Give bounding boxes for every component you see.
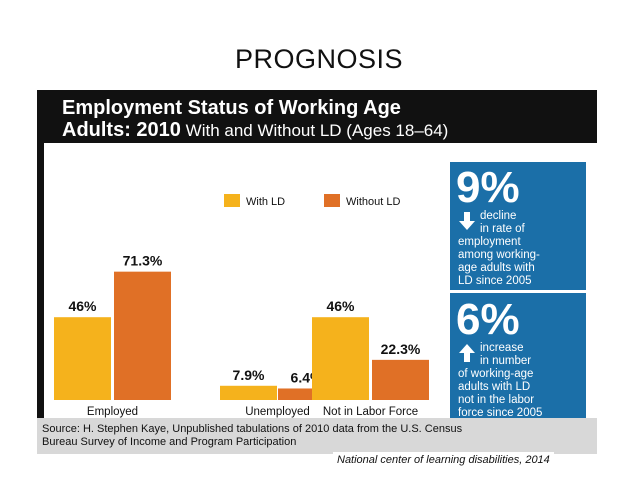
stat1-value: 9% [456, 163, 520, 212]
source-line1: Source: H. Stephen Kaye, Unpublished tab… [42, 423, 463, 435]
stat2-line: in number [480, 355, 532, 367]
stat1-line: among working- [458, 249, 540, 261]
category-label: Employed [87, 406, 138, 418]
slide-credit: National center of learning disabilities… [333, 452, 554, 469]
stat2-line: adults with LD [458, 381, 531, 393]
source-note: Source: H. Stephen Kaye, Unpublished tab… [37, 418, 597, 454]
legend-label: Without LD [346, 196, 400, 208]
bar-with-ld [220, 385, 277, 400]
source-line2: Bureau Survey of Income and Program Part… [42, 436, 297, 448]
infographic: Employment Status of Working Age Adults:… [37, 90, 597, 454]
bar-without-ld [372, 359, 429, 400]
up-arrow-icon [459, 344, 475, 362]
bar-without-ld [278, 388, 335, 400]
left-accent-bar [37, 143, 44, 418]
category-label: Not in Labor Force [323, 406, 418, 418]
slide-title: PROGNOSIS [234, 44, 404, 74]
data-label: 46% [326, 298, 355, 314]
stat1-line: age adults with [458, 262, 535, 274]
bar-with-ld [312, 317, 369, 400]
panel-divider [450, 290, 586, 293]
stat1-line: decline [480, 210, 517, 222]
stat2-value: 6% [456, 295, 520, 344]
data-label: 7.9% [233, 367, 265, 383]
source-text: Source: H. Stephen Kaye, Unpublished tab… [42, 423, 462, 449]
stat2-line: of working-age [458, 368, 534, 380]
stat1-line: employment [458, 236, 521, 248]
stat1-line: LD since 2005 [458, 275, 532, 287]
data-label: 71.3% [123, 253, 163, 269]
data-label: 46% [68, 298, 97, 314]
data-label: 22.3% [381, 341, 421, 357]
stat2-line: not in the labor [458, 394, 535, 406]
stat2-line: increase [480, 342, 524, 354]
legend-swatch [224, 194, 240, 207]
legend-label: With LD [246, 196, 285, 208]
category-label: Unemployed [245, 406, 310, 418]
chart-header: Employment Status of Working Age Adults:… [37, 90, 597, 143]
chart-subtitle: With and Without LD (Ages 18–64) [180, 121, 449, 140]
bar-with-ld [54, 317, 111, 400]
bar-without-ld [114, 271, 171, 400]
down-arrow-icon [459, 212, 475, 230]
chart-title-line1: Employment Status of Working Age [62, 97, 401, 119]
bar-chart: 46% 71.3% Employed 7.9% 6.4% Unemployed 46% 22.… [44, 143, 444, 418]
stats-panel: 9% decline in rate of employment among w… [450, 162, 586, 420]
chart-title-year: Adults: 2010 [62, 119, 181, 141]
stat1-line: in rate of [480, 223, 525, 235]
legend-swatch [324, 194, 340, 207]
chart-title-line2: Adults: 2010 With and Without LD (Ages 1… [62, 119, 448, 142]
stat2-line: force since 2005 [458, 407, 543, 419]
